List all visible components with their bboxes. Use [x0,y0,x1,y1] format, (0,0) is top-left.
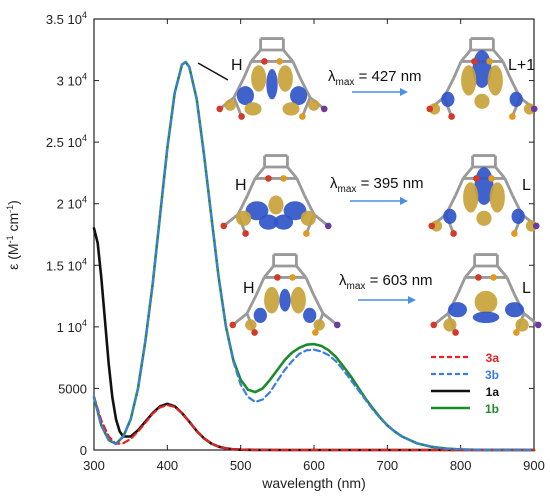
lambda-max-label: λmax = 603 nm [339,272,433,292]
x-axis-ticks: 300 400 500 600 700 800 900 [83,19,545,473]
legend-label: 3b [485,368,499,382]
lumo-plus-1-orbital-picture [426,37,538,120]
x-tick-label: 300 [83,458,105,473]
y-tick-label: 5000 [58,381,87,396]
y-tick-label: 2.5 104 [46,133,87,150]
series-lines [92,60,536,452]
y-tick-label: 1.5 104 [46,256,87,273]
y-tick-label: 3.5 104 [46,10,87,27]
lumo-orbital-picture [428,154,540,237]
x-tick-label: 500 [230,458,252,473]
mo-panel-2: H λmax = 395 nm L [235,175,531,195]
homo-orbital-picture [229,253,341,336]
mo-to-label: L [522,177,531,194]
series-line-3b [92,61,536,452]
series-line-3a [92,395,536,452]
y-tick-label: 2 104 [57,195,87,212]
mo-to-label: L+1 [508,57,535,74]
arrow-right-icon [358,296,416,304]
molecular-orbital-illustrations [216,37,542,336]
y-tick-label: 1 104 [57,318,87,335]
transition-arrows [350,88,416,304]
lambda-max-label: λmax = 427 nm [328,68,422,88]
y-axis-title: ε (M-1 cm-1) [5,200,21,270]
y-tick-label: 3 104 [57,72,87,89]
series-line-1a [92,227,536,452]
mo-to-label: L [522,280,531,297]
mo-panel-3: H λmax = 603 nm L [243,272,531,297]
mo-from-label: H [243,280,255,297]
legend-label: 3a [486,351,500,365]
chart-legend: 3a 3b 1a 1b [431,351,499,416]
mo-from-label: H [231,57,243,74]
legend-label: 1a [486,385,500,399]
mo-from-label: H [235,177,247,194]
mo-panel-1: H λmax = 427 nm L+1 [231,57,535,88]
x-tick-label: 400 [156,458,178,473]
x-axis-title: wavelength (nm) [261,475,366,491]
legend-label: 1b [485,402,499,416]
y-axis-ticks: 0 5000 1 104 1.5 104 2 104 2.5 104 3 104 3.5 10… [46,10,534,458]
x-tick-label: 600 [303,458,325,473]
arrow-right-icon [352,88,408,96]
homo-orbital-picture [216,37,328,120]
y-tick-label: 0 [80,443,87,458]
x-tick-label: 800 [450,458,472,473]
lambda-max-label: λmax = 395 nm [330,175,424,195]
lumo-orbital-picture [430,253,542,336]
x-tick-label: 700 [376,458,398,473]
x-tick-label: 900 [523,458,545,473]
peak-connector-line [197,62,229,81]
arrow-right-icon [350,197,408,205]
homo-orbital-picture [220,154,332,237]
